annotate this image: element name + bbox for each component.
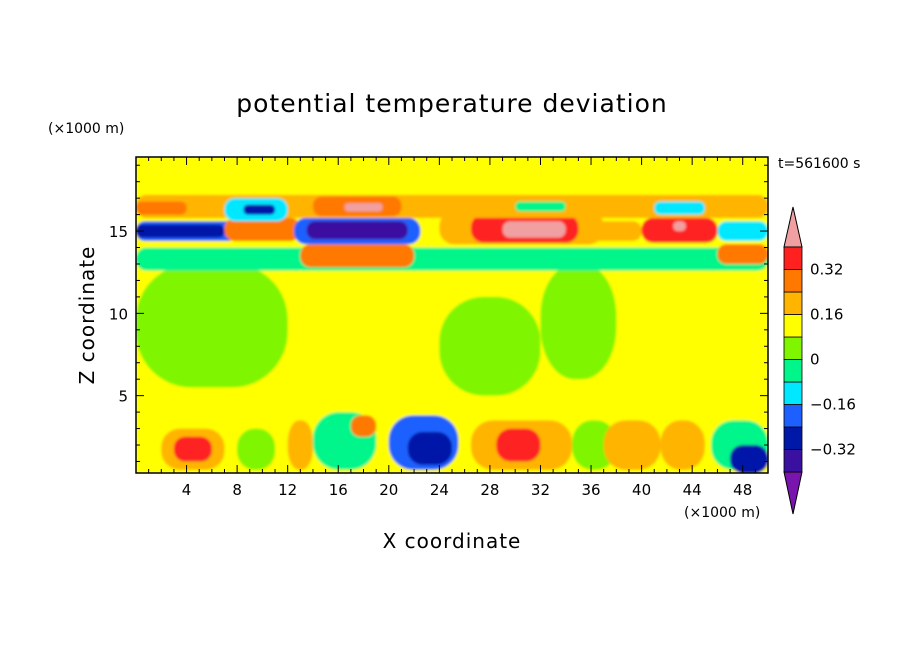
colorbar-band <box>783 381 803 405</box>
colorbar-tick-label: 0.16 <box>810 306 843 324</box>
chart-title: potential temperature deviation <box>236 89 667 118</box>
contour-region <box>350 415 377 437</box>
colorbar-tick-label: 0 <box>810 351 820 369</box>
contour-region <box>224 217 301 241</box>
x-tick-label: 8 <box>232 481 242 499</box>
contour-region <box>300 244 415 268</box>
x-axis-label: X coordinate <box>383 529 522 553</box>
contour-region <box>243 204 276 215</box>
x-tick-label: 24 <box>430 481 449 499</box>
contour-region <box>603 420 661 470</box>
y-tick-label: 5 <box>118 388 128 406</box>
x-tick-label: 48 <box>733 481 752 499</box>
contour-region <box>136 194 768 218</box>
x-tick-label: 28 <box>480 481 499 499</box>
contour-region <box>654 201 705 215</box>
contour-region <box>730 445 768 473</box>
contour-region <box>173 436 212 462</box>
x-tick-label: 4 <box>182 481 192 499</box>
x-tick-label: 12 <box>278 481 297 499</box>
colorbar-band <box>783 426 803 450</box>
y-tick-label: 15 <box>109 223 128 241</box>
x-tick-label: 40 <box>632 481 651 499</box>
y-unit-label: (×1000 m) <box>48 121 124 137</box>
colorbar-band <box>783 269 803 293</box>
contour-region <box>344 203 383 212</box>
contour-region <box>496 428 541 462</box>
colorbar-band <box>783 359 803 383</box>
colorbar-tick-label: −0.32 <box>810 441 856 459</box>
contour-region <box>287 420 313 470</box>
x-tick-label: 20 <box>379 481 398 499</box>
contour-region <box>136 224 225 238</box>
x-tick-label: 36 <box>581 481 600 499</box>
colorbar: 0.32 0.16 0 −0.16 −0.32 <box>783 206 856 515</box>
x-tick-label: 32 <box>531 481 550 499</box>
contour-region <box>306 221 408 240</box>
colorbar-band <box>783 449 803 473</box>
colorbar-max-arrow <box>783 206 803 248</box>
contour-region <box>502 221 566 238</box>
x-tick-label: 16 <box>329 481 348 499</box>
contour-region <box>237 428 276 470</box>
x-tick-label: 44 <box>683 481 702 499</box>
contour-region <box>439 296 541 396</box>
contour-region <box>717 221 768 241</box>
colorbar-band <box>783 404 803 428</box>
contour-region <box>515 201 566 212</box>
colorbar-band <box>783 291 803 315</box>
x-axis: 4 8 12 16 20 24 28 32 36 40 44 48 <box>148 157 756 499</box>
colorbar-min-arrow <box>783 471 803 515</box>
colorbar-band <box>783 314 803 338</box>
time-label: t=561600 s <box>778 156 860 172</box>
contour-region <box>717 244 768 264</box>
y-tick-label: 10 <box>109 305 128 323</box>
contour-field <box>136 157 768 473</box>
contour-region <box>136 263 288 388</box>
contour-region <box>591 221 642 241</box>
colorbar-tick-label: 0.32 <box>810 261 843 279</box>
colorbar-band <box>783 246 803 270</box>
contour-region <box>572 420 617 470</box>
contour-region <box>407 431 452 465</box>
x-unit-label: (×1000 m) <box>684 505 760 521</box>
contour-region <box>673 221 686 232</box>
contour-region <box>660 420 705 470</box>
contour-region <box>540 263 617 380</box>
y-axis-label: Z coordinate <box>75 246 99 385</box>
colorbar-tick-label: −0.16 <box>810 396 856 414</box>
colorbar-band <box>783 336 803 360</box>
y-axis: 5 10 15 <box>109 164 768 462</box>
contour-region <box>136 201 187 215</box>
contour-region <box>136 247 768 271</box>
